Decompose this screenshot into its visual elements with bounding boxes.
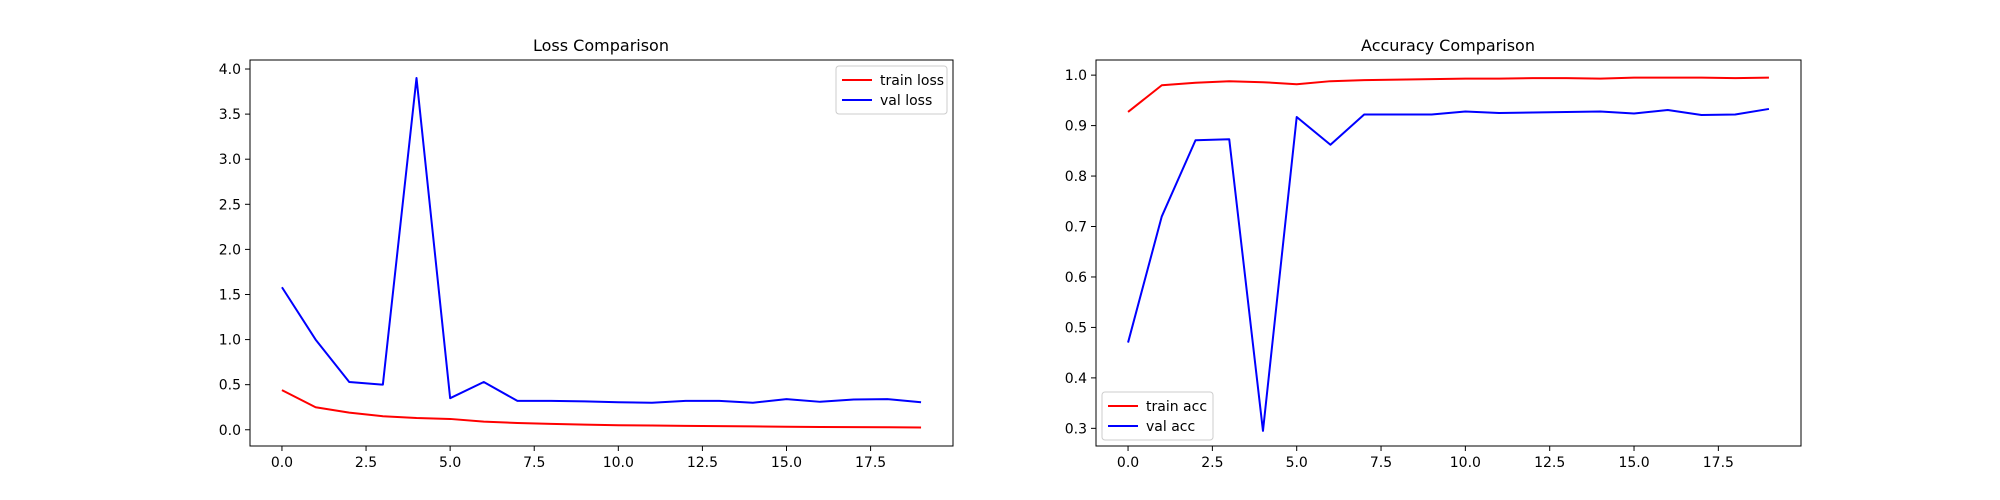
loss-x-tick-label: 2.5	[355, 455, 377, 471]
accuracy-x-tick-label: 5.0	[1286, 455, 1308, 471]
accuracy-series-train-acc	[1127, 76, 1769, 113]
accuracy-y-tick-label: 0.7	[1065, 220, 1087, 236]
loss-y-tick-label: 1.0	[219, 333, 241, 349]
loss-chart-title: Loss Comparison	[533, 36, 669, 55]
loss-y-tick-label: 0.0	[219, 423, 241, 439]
loss-legend-label-train-loss: train loss	[880, 73, 944, 89]
accuracy-series-layer	[1127, 76, 1770, 432]
accuracy-legend-label-val-acc: val acc	[1146, 419, 1195, 435]
loss-legend-box	[835, 65, 948, 115]
accuracy-x-tick-label: 7.5	[1370, 455, 1392, 471]
accuracy-x-tick-label: 17.5	[1703, 455, 1734, 471]
accuracy-x-axis: 0.0 2.5 5.0 7.5 10.0 12.5 15.0 17.5	[1117, 446, 1734, 471]
accuracy-x-tick-label: 10.0	[1450, 455, 1481, 471]
accuracy-x-tick-label: 15.0	[1618, 455, 1649, 471]
loss-x-axis: 0.0 2.5 5.0 7.5 10.0 12.5 15.0 17.5	[271, 446, 886, 471]
accuracy-chart-title: Accuracy Comparison	[1361, 36, 1535, 55]
loss-x-tick-label: 15.0	[771, 455, 802, 471]
accuracy-y-tick-label: 0.6	[1065, 270, 1087, 286]
loss-plot-frame	[249, 59, 954, 447]
loss-y-tick-label: 0.5	[219, 378, 241, 394]
accuracy-plot-frame	[1095, 59, 1802, 447]
loss-y-tick-label: 2.5	[219, 197, 241, 213]
accuracy-y-axis: 0.3 0.4 0.5 0.6 0.7 0.8 0.9 1.0	[1065, 68, 1096, 437]
accuracy-series-val-acc	[1127, 107, 1770, 432]
accuracy-y-tick-label: 0.3	[1065, 421, 1087, 437]
loss-y-tick-label: 2.0	[219, 242, 241, 258]
accuracy-x-tick-label: 0.0	[1117, 455, 1139, 471]
loss-x-tick-label: 0.0	[271, 455, 293, 471]
accuracy-y-tick-label: 1.0	[1065, 68, 1087, 84]
accuracy-y-tick-label: 0.4	[1065, 371, 1087, 387]
loss-y-axis: 0.0 0.5 1.0 1.5 2.0 2.5 3.0 3.5 4.0	[219, 62, 250, 439]
loss-x-tick-label: 5.0	[439, 455, 461, 471]
accuracy-legend-box	[1101, 391, 1214, 441]
loss-y-tick-label: 4.0	[219, 62, 241, 78]
loss-x-tick-label: 12.5	[687, 455, 718, 471]
loss-x-tick-label: 17.5	[855, 455, 886, 471]
loss-series-val-loss	[281, 77, 922, 404]
loss-chart: Loss Comparison 0.0 2.5 5.0 7.5 10.0 12.5 15.0…	[219, 36, 954, 471]
loss-x-tick-label: 7.5	[523, 455, 545, 471]
accuracy-y-tick-label: 0.5	[1065, 320, 1087, 336]
accuracy-legend: train acc val acc	[1101, 391, 1214, 441]
accuracy-y-tick-label: 0.9	[1065, 119, 1087, 135]
accuracy-x-tick-label: 12.5	[1534, 455, 1565, 471]
accuracy-legend-label-train-acc: train acc	[1146, 399, 1207, 415]
loss-y-tick-label: 1.5	[219, 287, 241, 303]
accuracy-y-tick-label: 0.8	[1065, 169, 1087, 185]
accuracy-chart: Accuracy Comparison 0.0 2.5 5.0 7.5 10.0 12.5…	[1065, 36, 1802, 471]
accuracy-x-tick-label: 2.5	[1201, 455, 1223, 471]
loss-legend-label-val-loss: val loss	[880, 93, 932, 109]
loss-y-tick-label: 3.0	[219, 152, 241, 168]
loss-y-tick-label: 3.5	[219, 107, 241, 123]
loss-series-train-loss	[281, 389, 922, 429]
loss-series-layer	[281, 77, 922, 429]
loss-legend: train loss val loss	[835, 65, 948, 115]
loss-x-tick-label: 10.0	[603, 455, 634, 471]
